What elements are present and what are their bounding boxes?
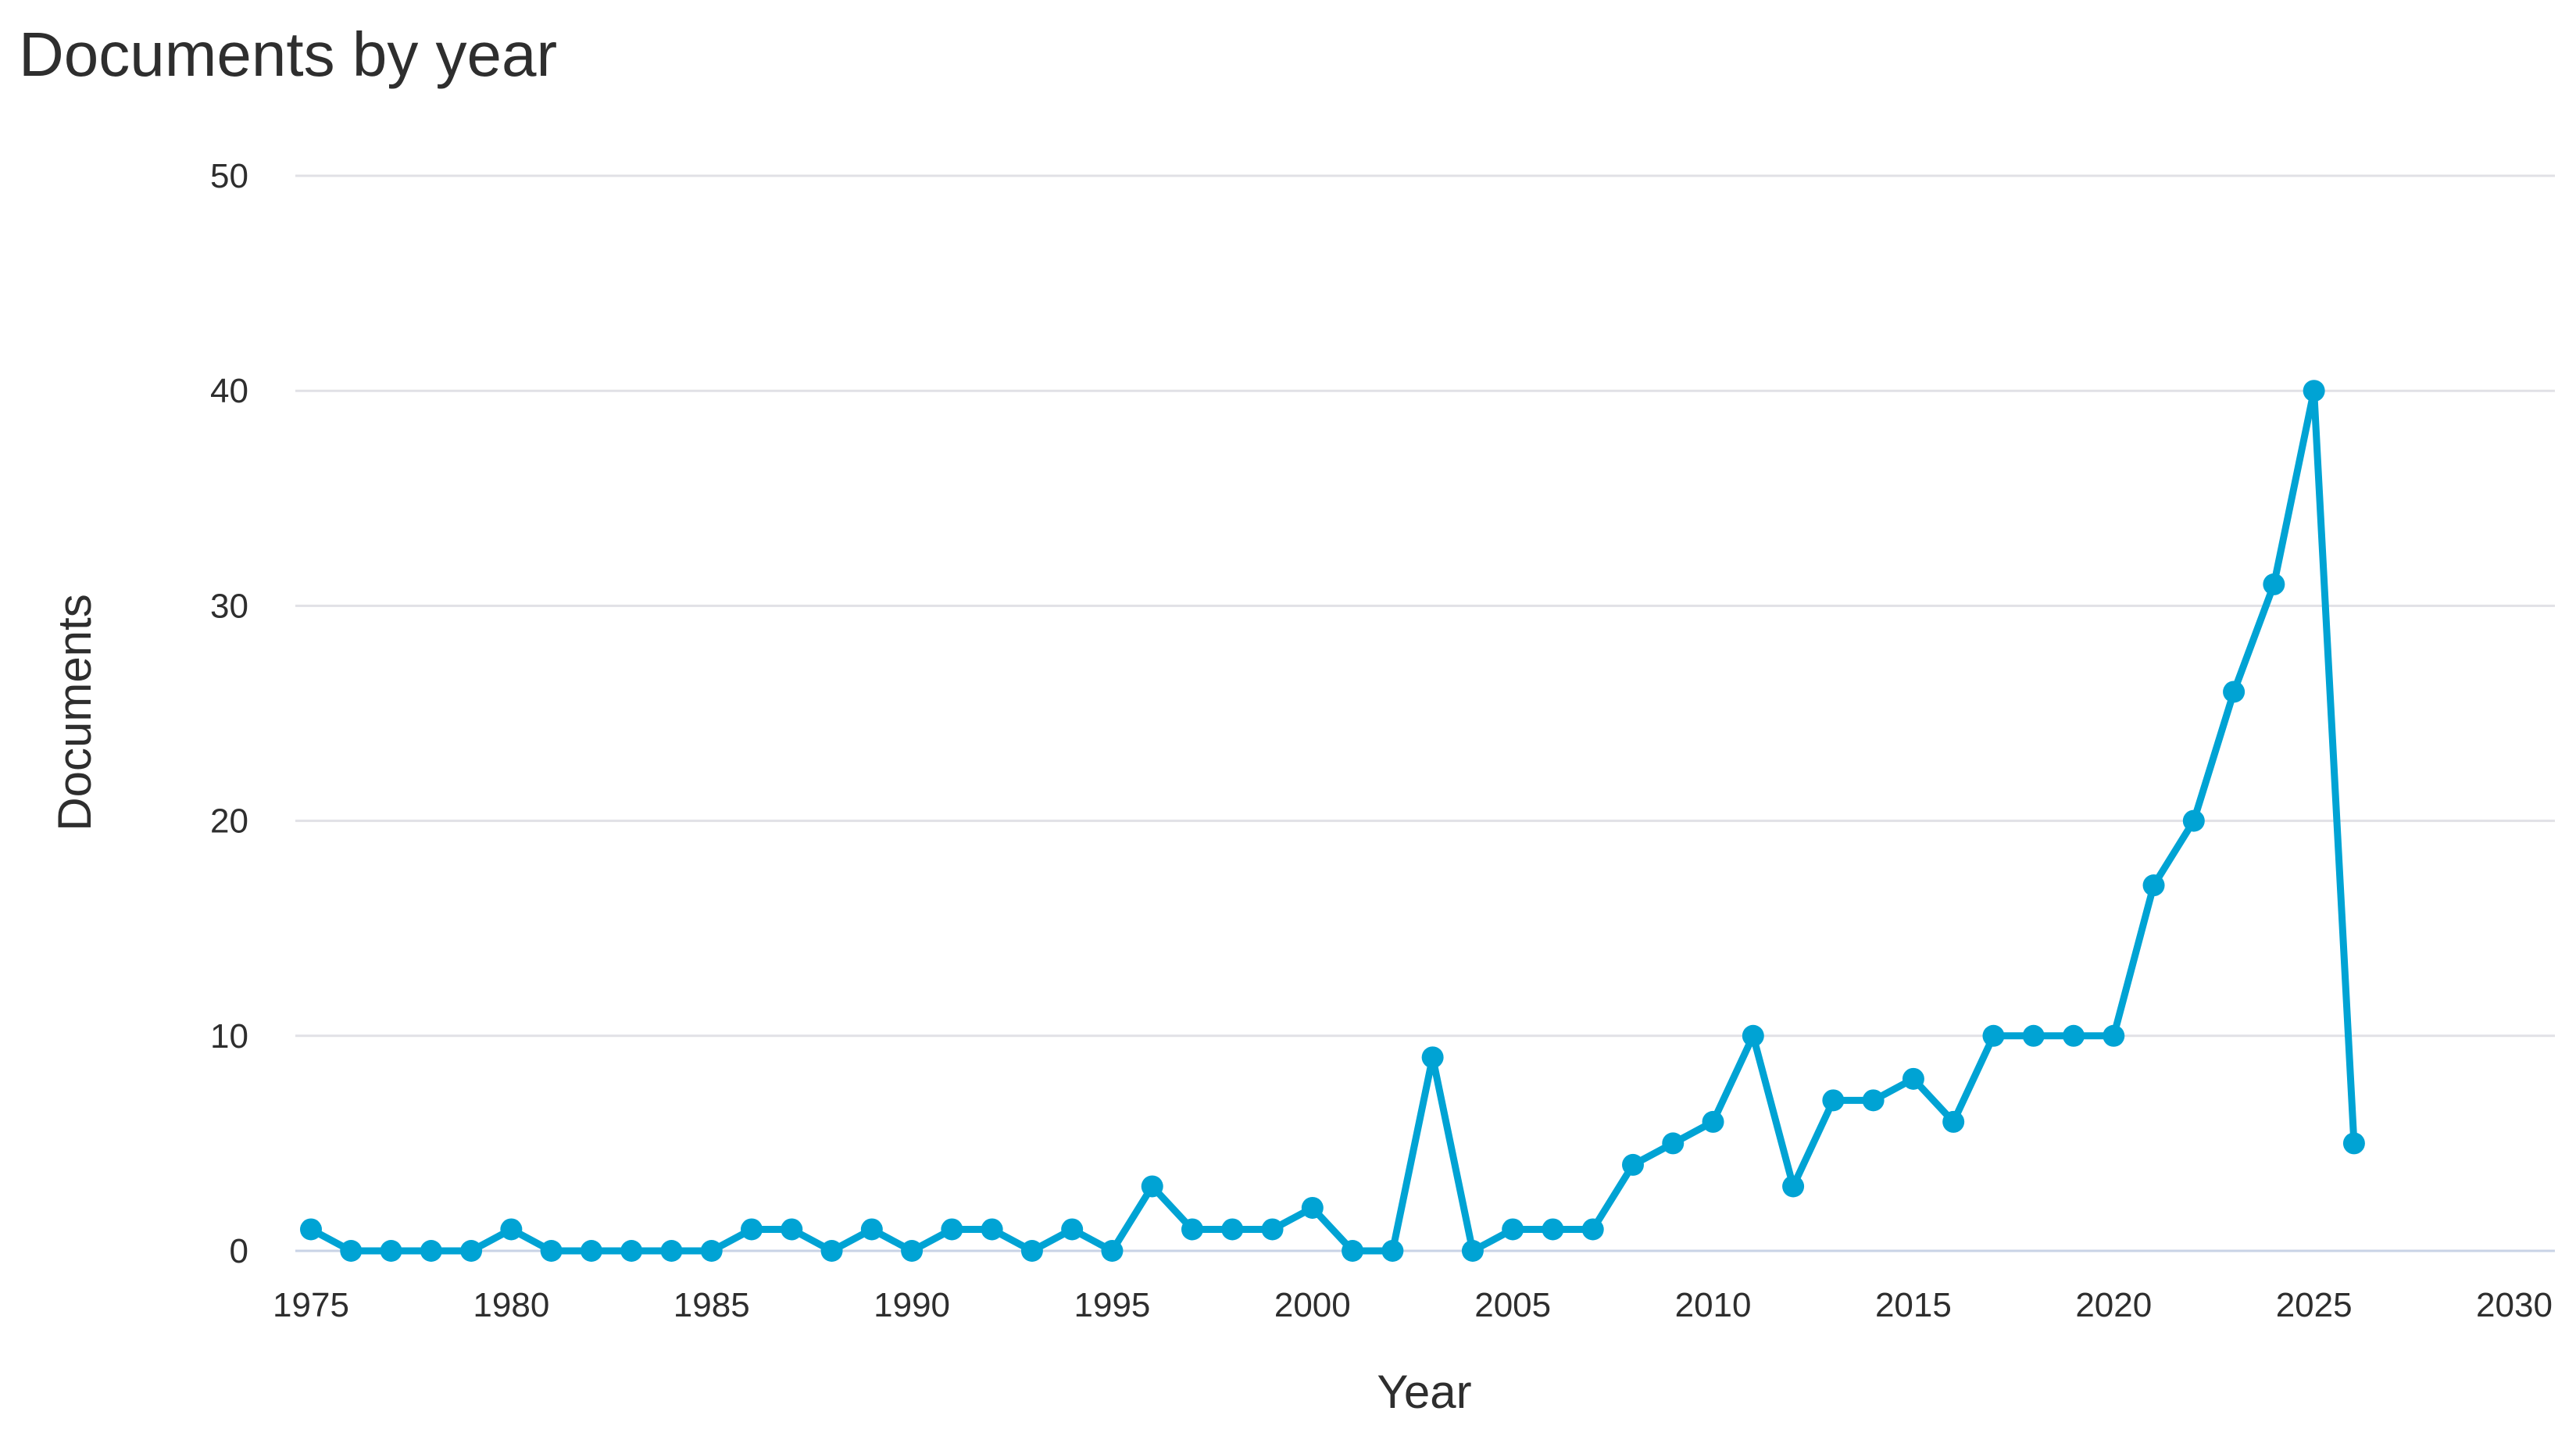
data-point[interactable] — [2303, 380, 2325, 402]
data-point[interactable] — [2182, 809, 2205, 832]
y-tick-label: 50 — [210, 157, 248, 195]
data-point[interactable] — [2142, 874, 2165, 897]
data-point[interactable] — [2063, 1024, 2085, 1047]
data-point[interactable] — [420, 1240, 442, 1262]
data-point[interactable] — [500, 1218, 523, 1241]
y-tick-label: 20 — [210, 802, 248, 841]
data-point[interactable] — [2103, 1024, 2125, 1047]
x-tick-label: 1980 — [473, 1286, 549, 1324]
data-point[interactable] — [2263, 573, 2285, 595]
data-point[interactable] — [1381, 1240, 1404, 1262]
data-point[interactable] — [1822, 1089, 1845, 1112]
y-axis-title: Documents — [48, 594, 101, 831]
series-documents — [300, 380, 2365, 1262]
y-tick-label: 40 — [210, 372, 248, 410]
x-tick-label: 1975 — [273, 1286, 349, 1324]
data-point[interactable] — [1742, 1024, 1764, 1047]
data-point[interactable] — [2342, 1132, 2365, 1155]
data-point[interactable] — [1020, 1240, 1043, 1262]
gridlines — [295, 174, 2555, 1038]
data-point[interactable] — [300, 1218, 322, 1241]
data-point[interactable] — [1862, 1089, 1885, 1112]
data-point[interactable] — [1702, 1110, 1724, 1133]
data-point[interactable] — [1221, 1218, 1244, 1241]
data-point[interactable] — [1141, 1175, 1163, 1198]
chart-title: Documents by year — [19, 20, 558, 89]
data-point[interactable] — [380, 1240, 402, 1262]
x-axis-title: Year — [1377, 1366, 1471, 1418]
data-point[interactable] — [1181, 1218, 1203, 1241]
data-point[interactable] — [460, 1240, 483, 1262]
data-point[interactable] — [1542, 1218, 1564, 1241]
data-point[interactable] — [1982, 1024, 2005, 1047]
x-tick-label: 2030 — [2476, 1286, 2553, 1324]
x-tick-label: 2015 — [1875, 1286, 1952, 1324]
data-point[interactable] — [1061, 1218, 1084, 1241]
x-tick-label: 2000 — [1274, 1286, 1351, 1324]
data-point[interactable] — [1902, 1067, 1924, 1090]
data-point[interactable] — [901, 1240, 924, 1262]
data-point[interactable] — [2223, 681, 2246, 703]
data-point[interactable] — [1461, 1240, 1484, 1262]
data-point[interactable] — [620, 1240, 643, 1262]
data-point[interactable] — [1101, 1240, 1124, 1262]
data-point[interactable] — [660, 1240, 683, 1262]
data-point[interactable] — [1622, 1153, 1644, 1176]
x-tick-label: 2020 — [2075, 1286, 2152, 1324]
data-point[interactable] — [2022, 1024, 2045, 1047]
data-point[interactable] — [700, 1240, 723, 1262]
y-tick-label: 10 — [210, 1017, 248, 1056]
data-point[interactable] — [1502, 1218, 1524, 1241]
data-point[interactable] — [1782, 1175, 1805, 1198]
data-point[interactable] — [860, 1218, 883, 1241]
data-point[interactable] — [941, 1218, 963, 1241]
x-tick-label: 2005 — [1474, 1286, 1551, 1324]
data-point[interactable] — [1581, 1218, 1604, 1241]
x-tick-label: 2025 — [2276, 1286, 2353, 1324]
data-point[interactable] — [781, 1218, 803, 1241]
data-point[interactable] — [981, 1218, 1003, 1241]
data-point[interactable] — [1342, 1240, 1364, 1262]
x-tick-label: 1985 — [673, 1286, 750, 1324]
data-point[interactable] — [1421, 1046, 1444, 1069]
x-tick-labels: 1975 1980 1985 1990 1995 2000 2005 2010 2015 2020… — [273, 1286, 2553, 1324]
x-tick-label: 2010 — [1675, 1286, 1752, 1324]
data-point[interactable] — [1261, 1218, 1284, 1241]
y-tick-labels: 0 10 20 30 40 50 — [210, 157, 248, 1270]
y-tick-label: 30 — [210, 587, 248, 625]
data-point[interactable] — [820, 1240, 843, 1262]
data-point[interactable] — [580, 1240, 602, 1262]
data-point[interactable] — [1301, 1196, 1324, 1219]
data-point[interactable] — [340, 1240, 363, 1262]
data-point[interactable] — [741, 1218, 763, 1241]
data-point[interactable] — [1942, 1110, 1965, 1133]
data-point[interactable] — [1662, 1132, 1685, 1155]
y-tick-label: 0 — [230, 1232, 248, 1270]
data-point[interactable] — [540, 1240, 563, 1262]
x-tick-label: 1995 — [1074, 1286, 1151, 1324]
x-tick-label: 1990 — [874, 1286, 950, 1324]
series-line — [307, 387, 2358, 1255]
